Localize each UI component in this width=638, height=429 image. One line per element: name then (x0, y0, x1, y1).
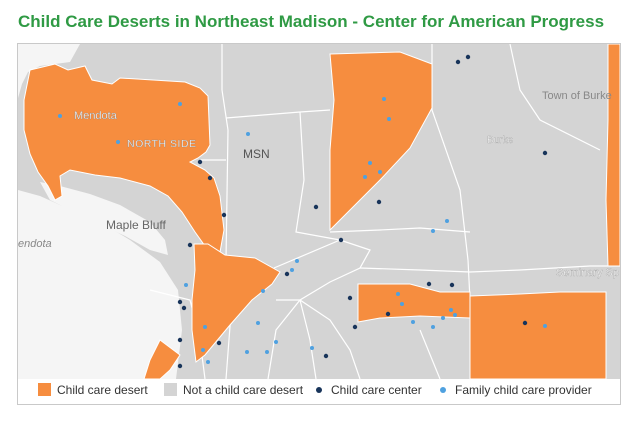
center-point (455, 59, 461, 65)
desert-central (191, 243, 281, 363)
center-point (465, 54, 471, 60)
label-maple-bluff: Maple Bluff (106, 218, 166, 232)
family-point (400, 302, 404, 306)
desert-northwest (23, 63, 225, 253)
family-point (256, 321, 260, 325)
label-seminary: Seminary Sp (556, 267, 619, 279)
family-point (441, 316, 445, 320)
family-point (543, 324, 547, 328)
center-point (542, 150, 548, 156)
center-point (197, 159, 203, 165)
legend-center-dot (316, 387, 322, 393)
family-point (431, 325, 435, 329)
family-point (265, 350, 269, 354)
center-point (177, 363, 183, 369)
center-point (347, 295, 353, 301)
family-point (382, 97, 386, 101)
center-point (221, 212, 227, 218)
family-point (453, 313, 457, 317)
legend-family-label: Family child care provider (455, 383, 592, 397)
label-mendota-left: endota (18, 238, 52, 250)
center-point (216, 340, 222, 346)
center-point (338, 237, 344, 243)
family-point (290, 268, 294, 272)
desert-east-strip (605, 44, 620, 267)
family-point (445, 219, 449, 223)
center-point (177, 337, 183, 343)
center-point (352, 324, 358, 330)
center-point (522, 320, 528, 326)
family-point (363, 175, 367, 179)
legend-family: Family child care provider (440, 383, 592, 397)
center-point (323, 353, 329, 359)
desert-southeast (469, 291, 607, 379)
center-point (187, 242, 193, 248)
center-point (284, 271, 290, 277)
family-point (396, 292, 400, 296)
legend-desert-label: Child care desert (57, 383, 148, 397)
label-burke: Burke (487, 135, 514, 146)
legend-center: Child care center (316, 383, 422, 397)
map-title: Child Care Deserts in Northeast Madison … (18, 12, 605, 31)
family-point (178, 102, 182, 106)
desert-areas (23, 44, 620, 379)
lake-mendota-bay (40, 182, 168, 255)
family-point (411, 320, 415, 324)
center-point (376, 199, 382, 205)
family-point (310, 346, 314, 350)
family-point (368, 161, 372, 165)
family-point (203, 325, 207, 329)
desert-northeast (329, 51, 433, 232)
center-point (207, 175, 213, 181)
label-msn: MSN (243, 147, 270, 161)
family-point (387, 117, 391, 121)
legend-desert-swatch (38, 383, 51, 396)
family-point (116, 140, 120, 144)
center-point (177, 299, 183, 305)
label-mendota-top: Mendota (74, 110, 118, 122)
center-point (313, 204, 319, 210)
child-care-centers (177, 54, 548, 369)
legend-not-desert: Not a child care desert (164, 383, 303, 397)
map-legend: Child care desert Not a child care deser… (18, 381, 618, 401)
label-town-of-burke: Town of Burke (542, 90, 612, 102)
family-point (201, 348, 205, 352)
center-point (426, 281, 432, 287)
family-child-care-providers (58, 97, 547, 364)
label-north-side: NORTH SIDE (127, 138, 197, 150)
family-point (58, 114, 62, 118)
desert-southwest (143, 339, 181, 379)
legend-not-desert-label: Not a child care desert (183, 383, 304, 397)
family-point (206, 360, 210, 364)
legend-center-label: Child care center (331, 383, 422, 397)
legend-family-dot (440, 387, 446, 393)
center-point (385, 311, 391, 317)
family-point (431, 229, 435, 233)
family-point (246, 132, 250, 136)
family-point (245, 350, 249, 354)
family-point (449, 308, 453, 312)
legend-desert: Child care desert (38, 383, 148, 397)
lake-mendota (18, 190, 182, 379)
family-point (295, 259, 299, 263)
center-point (181, 305, 187, 311)
center-point (449, 282, 455, 288)
family-point (274, 340, 278, 344)
family-point (261, 289, 265, 293)
legend-not-desert-swatch (164, 383, 177, 396)
lake-mendota-north (18, 44, 80, 98)
family-point (378, 170, 382, 174)
family-point (184, 283, 188, 287)
